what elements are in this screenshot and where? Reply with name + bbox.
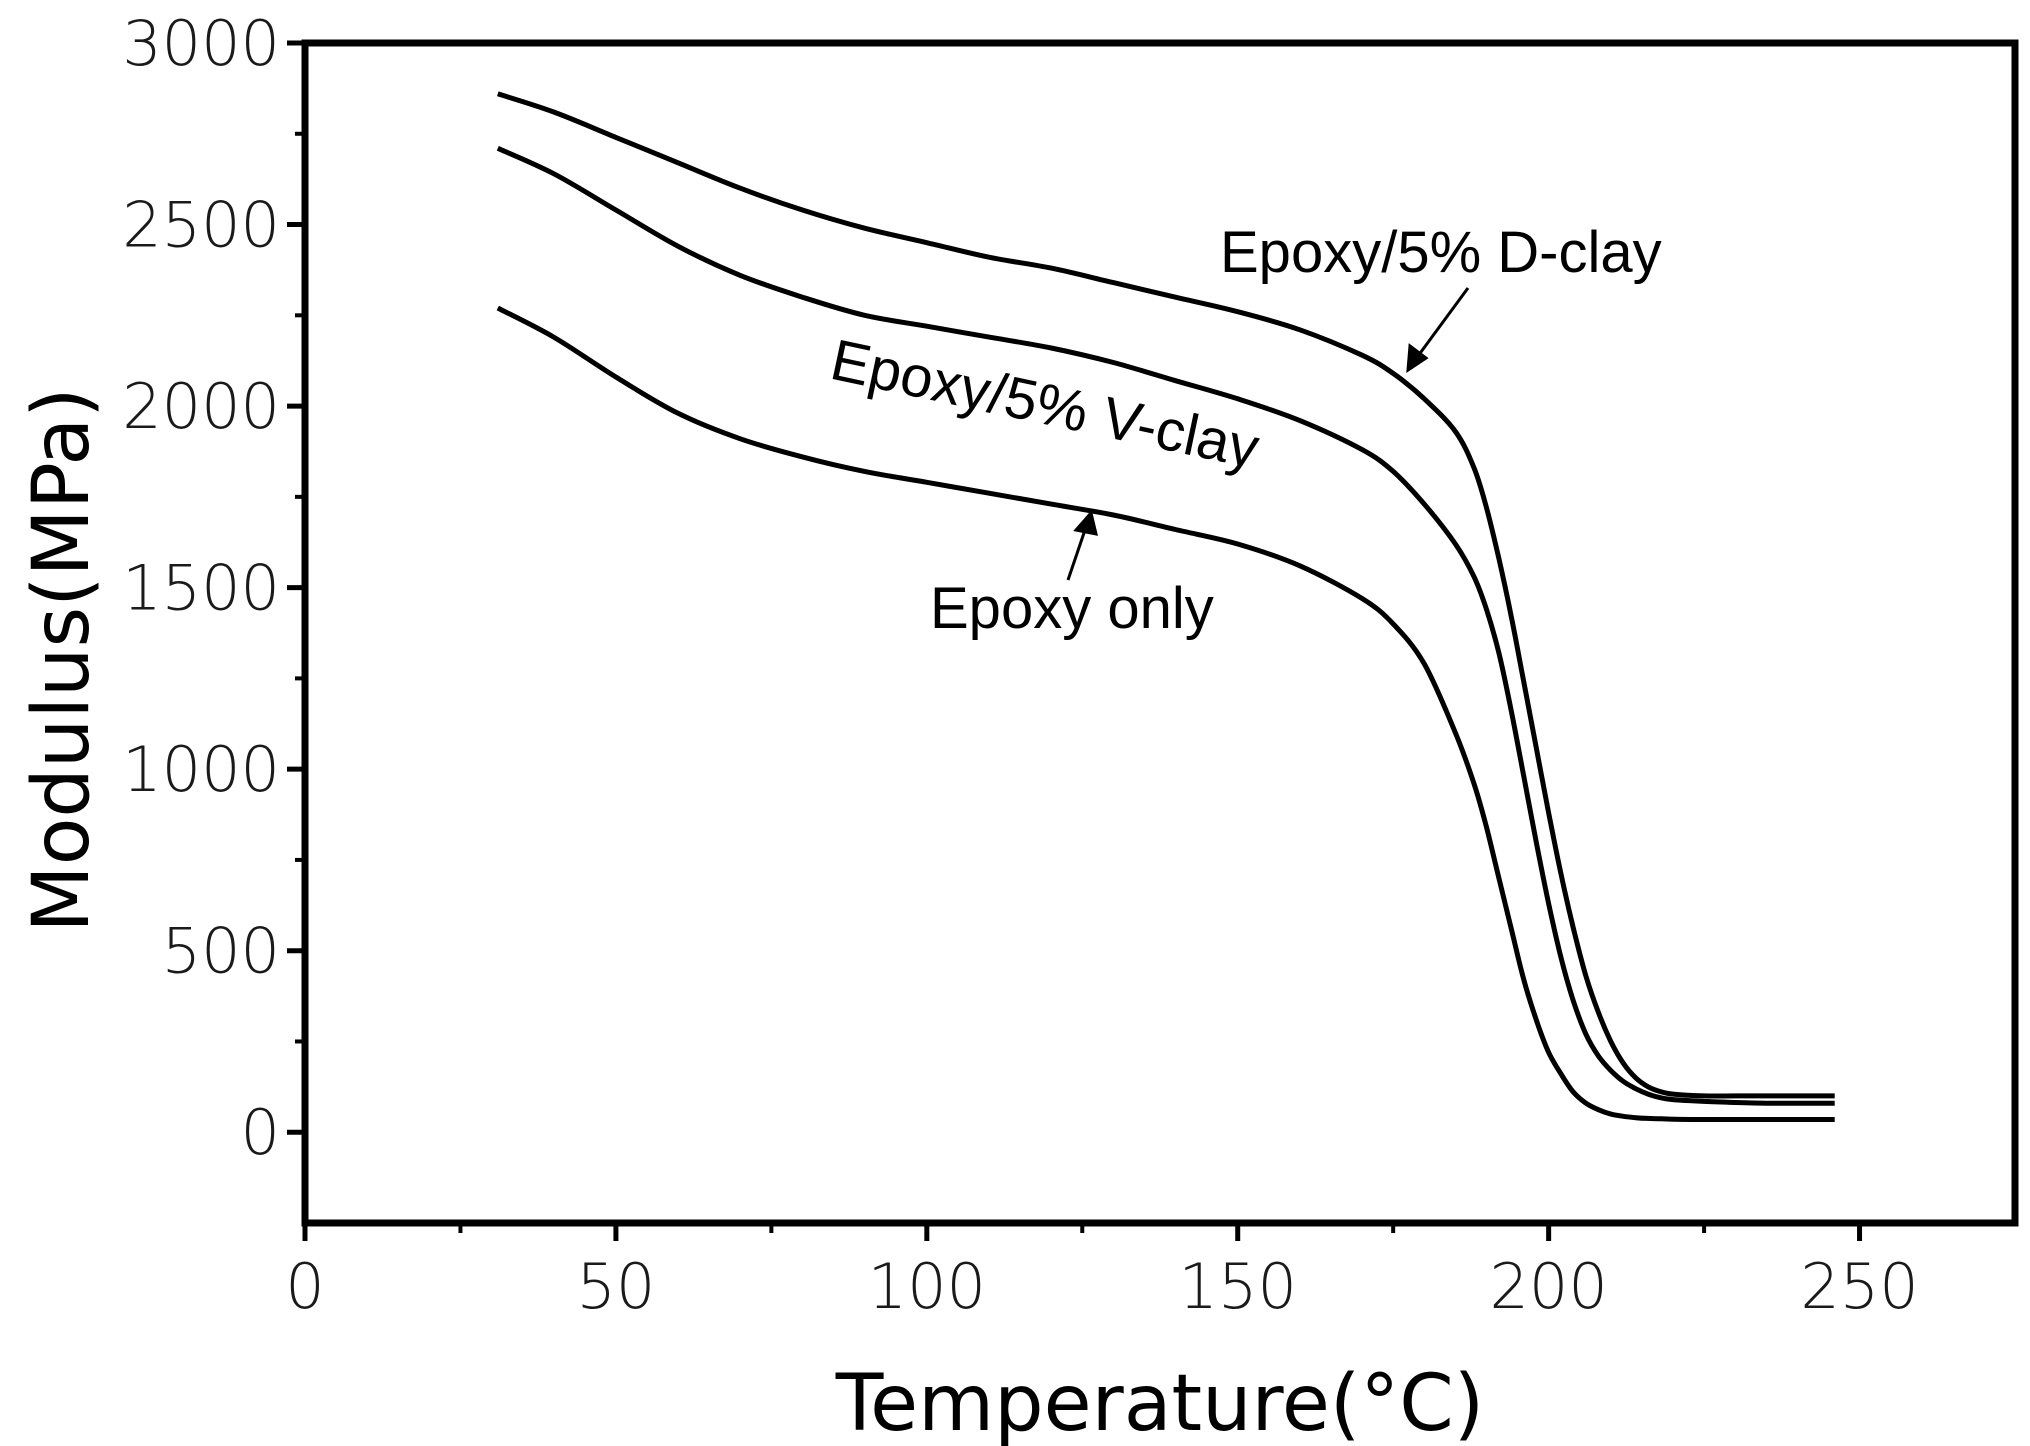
epoxy-only-arrowhead xyxy=(1073,509,1099,536)
annotation-d-clay: Epoxy/5% D-clay xyxy=(1220,220,1662,285)
annotation-epoxy-only: Epoxy only xyxy=(930,576,1214,641)
series-epoxy-only xyxy=(496,305,1835,1123)
x-axis-ticks: 0 50 100 150 200 250 xyxy=(285,1223,1919,1323)
y-tick-label: 500 xyxy=(162,915,280,988)
y-axis-title: Modulus(MPa) xyxy=(17,387,107,932)
series-v-clay xyxy=(496,146,1835,1106)
x-tick-label: 50 xyxy=(576,1250,655,1323)
y-tick-label: 1500 xyxy=(122,552,280,625)
y-tick-label: 0 xyxy=(241,1096,280,1169)
series-d-clay xyxy=(497,91,1835,1099)
series-layer xyxy=(496,91,1835,1123)
x-tick-label: 200 xyxy=(1489,1250,1607,1323)
x-axis-title: Temperature(°C) xyxy=(835,1359,1484,1446)
y-tick-label: 2500 xyxy=(122,189,280,262)
annotation-v-clay: Epoxy/5% V-clay xyxy=(825,327,1264,481)
epoxy-only-arrow xyxy=(1066,526,1088,581)
x-tick-label: 100 xyxy=(868,1250,986,1323)
plot-frame xyxy=(301,39,2019,1227)
y-tick-label: 2000 xyxy=(122,370,280,443)
y-axis-ticks: 0 500 1000 1500 2000 2500 3000 xyxy=(122,7,305,1169)
x-tick-label: 0 xyxy=(285,1250,324,1323)
x-tick-label: 150 xyxy=(1179,1250,1297,1323)
x-tick-label: 250 xyxy=(1800,1250,1918,1323)
d-clay-arrow xyxy=(1416,287,1470,357)
annotation-arrows xyxy=(1066,287,1470,581)
y-tick-label: 3000 xyxy=(122,7,280,80)
y-tick-label: 1000 xyxy=(122,733,280,806)
d-clay-arrowhead xyxy=(1406,343,1429,373)
